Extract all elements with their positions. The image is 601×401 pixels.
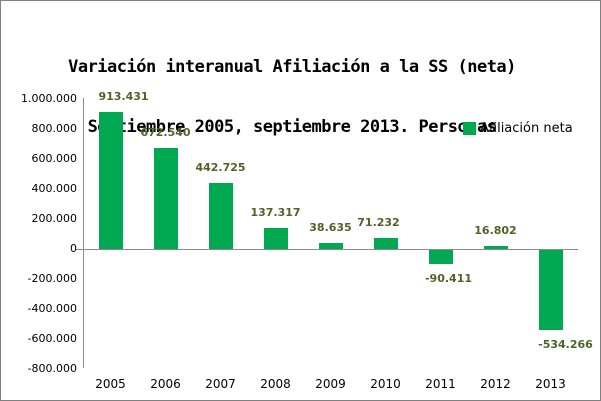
y-axis-tick-label: -600.000	[27, 332, 77, 345]
legend-label: Afiliación neta	[480, 121, 573, 136]
chart-title: Variación interanual Afiliación a la SS …	[1, 17, 583, 177]
x-axis-label-2005: 2005	[95, 377, 126, 391]
bar-2007	[208, 182, 233, 249]
bar-2010	[373, 238, 398, 249]
bar-2012	[483, 246, 508, 249]
y-axis-tick-label: -800.000	[27, 362, 77, 375]
y-axis-tick-label: 200.000	[31, 212, 78, 225]
data-label-2013: -534.266	[538, 338, 593, 352]
data-label-2012: 16.802	[474, 224, 517, 238]
x-axis-label-2011: 2011	[425, 377, 456, 391]
bar-2008	[263, 228, 288, 249]
y-axis-tick-label: 0	[70, 242, 77, 255]
x-axis-label-2012: 2012	[480, 377, 511, 391]
bar-2005	[98, 111, 123, 249]
y-axis-tick-label: -400.000	[27, 302, 77, 315]
y-axis-tick-label: -200.000	[27, 272, 77, 285]
y-axis-tick-label: 800.000	[31, 122, 78, 135]
data-label-2007: 442.725	[195, 160, 246, 174]
bar-2013	[538, 250, 563, 331]
bar-2006	[153, 148, 178, 249]
x-axis-zero-line	[76, 249, 578, 250]
bar-2011	[428, 250, 453, 264]
legend: Afiliación neta	[463, 121, 573, 136]
y-axis-tick-label: 400.000	[31, 182, 78, 195]
y-axis-tick-label: 1.000.000	[21, 92, 77, 105]
data-label-2009: 38.635	[309, 221, 352, 235]
x-axis-label-2013: 2013	[535, 377, 566, 391]
bar-2009	[318, 243, 343, 249]
data-label-2010: 71.232	[357, 216, 400, 230]
chart-title-line2: Septiembre 2005, septiembre 2013. Person…	[87, 117, 497, 137]
x-axis-label-2010: 2010	[370, 377, 401, 391]
x-axis-label-2009: 2009	[315, 377, 346, 391]
data-label-2006: 672.540	[140, 126, 191, 140]
y-axis-line	[83, 98, 84, 368]
data-label-2011: -90.411	[424, 271, 472, 285]
x-axis-label-2006: 2006	[150, 377, 181, 391]
data-label-2008: 137.317	[250, 206, 301, 220]
x-axis-label-2007: 2007	[205, 377, 236, 391]
data-label-2005: 913.431	[98, 89, 149, 103]
x-axis-label-2008: 2008	[260, 377, 291, 391]
legend-swatch-icon	[463, 122, 476, 135]
y-axis-tick-label: 600.000	[31, 152, 78, 165]
chart-title-line1: Variación interanual Afiliación a la SS …	[68, 57, 516, 77]
